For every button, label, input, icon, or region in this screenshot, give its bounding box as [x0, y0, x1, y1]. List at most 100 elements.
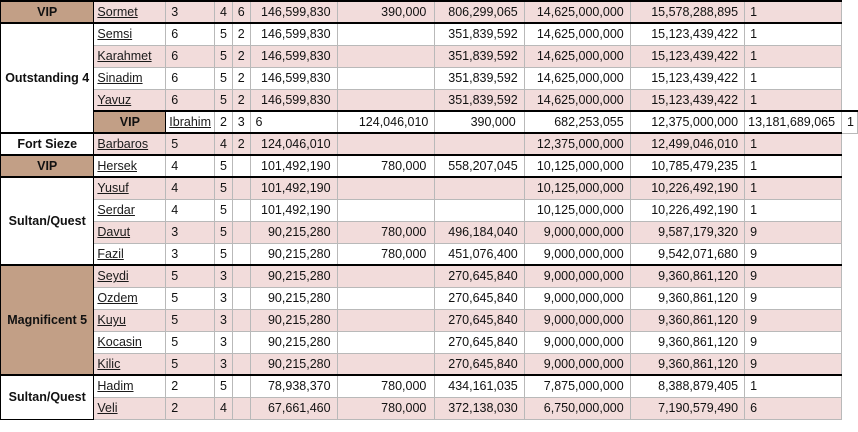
stat-a[interactable]: 5 [165, 352, 215, 376]
value-2[interactable] [336, 308, 436, 332]
value-6[interactable]: 9 [744, 220, 843, 244]
value-5[interactable]: 10,226,492,190 [629, 176, 746, 200]
stat-c[interactable]: 6 [249, 110, 338, 134]
player-name[interactable]: Semsi [93, 22, 167, 46]
stat-c[interactable]: 2 [231, 66, 251, 90]
stat-a[interactable]: 6 [165, 22, 215, 46]
value-5[interactable]: 10,785,479,235 [629, 154, 746, 178]
value-1[interactable]: 124,046,010 [249, 132, 338, 156]
stat-b[interactable]: 4 [213, 0, 233, 24]
stat-c[interactable]: 2 [231, 88, 251, 112]
player-name[interactable]: Ozdem [93, 286, 167, 310]
value-6[interactable]: 1 [744, 154, 843, 178]
value-6[interactable]: 6 [744, 396, 843, 420]
value-2[interactable] [336, 66, 436, 90]
stat-a[interactable]: 6 [165, 88, 215, 112]
value-4[interactable]: 12,375,000,000 [523, 132, 631, 156]
player-name[interactable]: Barbaros [93, 132, 167, 156]
value-5[interactable]: 8,388,879,405 [629, 374, 746, 398]
stat-c[interactable]: 6 [231, 0, 251, 24]
player-name[interactable]: Yavuz [93, 88, 167, 112]
value-2[interactable] [336, 330, 436, 354]
value-6[interactable]: 1 [744, 0, 843, 24]
value-3[interactable]: 434,161,035 [434, 374, 525, 398]
value-4[interactable]: 12,375,000,000 [629, 110, 746, 134]
value-2[interactable] [336, 88, 436, 112]
value-2[interactable]: 780,000 [336, 374, 436, 398]
stat-a[interactable]: 5 [165, 308, 215, 332]
value-3[interactable]: 451,076,400 [434, 242, 525, 266]
value-1[interactable]: 101,492,190 [249, 176, 338, 200]
value-1[interactable]: 146,599,830 [249, 88, 338, 112]
value-4[interactable]: 14,625,000,000 [523, 0, 631, 24]
value-2[interactable] [336, 264, 436, 288]
value-1[interactable]: 101,492,190 [249, 198, 338, 222]
stat-b[interactable]: 5 [213, 66, 233, 90]
value-2[interactable] [336, 198, 436, 222]
value-4[interactable]: 10,125,000,000 [523, 154, 631, 178]
stat-a[interactable]: 3 [165, 0, 215, 24]
value-1[interactable]: 78,938,370 [249, 374, 338, 398]
value-1[interactable]: 90,215,280 [249, 220, 338, 244]
value-1[interactable]: 146,599,830 [249, 0, 338, 24]
value-1[interactable]: 90,215,280 [249, 286, 338, 310]
value-2[interactable]: 780,000 [336, 154, 436, 178]
value-6[interactable]: 9 [744, 242, 843, 266]
stat-c[interactable] [231, 396, 251, 420]
stat-c[interactable] [231, 198, 251, 222]
value-3[interactable]: 496,184,040 [434, 220, 525, 244]
player-name[interactable]: Hadim [93, 374, 167, 398]
stat-c[interactable] [231, 352, 251, 376]
value-4[interactable]: 10,125,000,000 [523, 176, 631, 200]
stat-b[interactable]: 5 [213, 44, 233, 68]
player-name[interactable]: Kilic [93, 352, 167, 376]
value-6[interactable]: 1 [744, 66, 843, 90]
stat-c[interactable] [231, 242, 251, 266]
value-2[interactable]: 780,000 [336, 396, 436, 420]
stat-a[interactable]: 2 [165, 374, 215, 398]
value-1[interactable]: 67,661,460 [249, 396, 338, 420]
stat-b[interactable]: 5 [213, 198, 233, 222]
value-6[interactable]: 1 [841, 110, 858, 134]
value-3[interactable] [434, 132, 525, 156]
stat-a[interactable]: 5 [165, 286, 215, 310]
value-1[interactable]: 90,215,280 [249, 352, 338, 376]
value-4[interactable]: 10,125,000,000 [523, 198, 631, 222]
stat-a[interactable]: 4 [165, 176, 215, 200]
stat-c[interactable] [231, 220, 251, 244]
value-3[interactable]: 682,253,055 [523, 110, 631, 134]
value-4[interactable]: 9,000,000,000 [523, 352, 631, 376]
value-2[interactable] [336, 44, 436, 68]
player-name[interactable]: Ibrahim [165, 110, 215, 134]
stat-b[interactable]: 3 [213, 264, 233, 288]
value-3[interactable]: 270,645,840 [434, 286, 525, 310]
value-5[interactable]: 7,190,579,490 [629, 396, 746, 420]
stat-c[interactable] [231, 264, 251, 288]
value-3[interactable]: 351,839,592 [434, 66, 525, 90]
stat-b[interactable]: 5 [213, 22, 233, 46]
player-name[interactable]: Hersek [93, 154, 167, 178]
value-3[interactable]: 270,645,840 [434, 352, 525, 376]
value-5[interactable]: 9,360,861,120 [629, 352, 746, 376]
value-6[interactable]: 1 [744, 44, 843, 68]
player-name[interactable]: Sinadim [93, 66, 167, 90]
value-1[interactable]: 146,599,830 [249, 44, 338, 68]
value-3[interactable]: 270,645,840 [434, 308, 525, 332]
stat-b[interactable]: 5 [213, 88, 233, 112]
value-5[interactable]: 15,123,439,422 [629, 88, 746, 112]
value-3[interactable] [434, 176, 525, 200]
stat-b[interactable]: 5 [213, 220, 233, 244]
value-4[interactable]: 9,000,000,000 [523, 264, 631, 288]
value-2[interactable] [336, 286, 436, 310]
stat-a[interactable]: 3 [165, 242, 215, 266]
value-5[interactable]: 9,587,179,320 [629, 220, 746, 244]
stat-a[interactable]: 2 [213, 110, 233, 134]
value-2[interactable]: 390,000 [336, 0, 436, 24]
stat-b[interactable]: 3 [231, 110, 251, 134]
stat-b[interactable]: 3 [213, 308, 233, 332]
stat-b[interactable]: 5 [213, 176, 233, 200]
value-5[interactable]: 9,360,861,120 [629, 286, 746, 310]
value-2[interactable] [336, 352, 436, 376]
player-name[interactable]: Fazil [93, 242, 167, 266]
value-1[interactable]: 90,215,280 [249, 264, 338, 288]
